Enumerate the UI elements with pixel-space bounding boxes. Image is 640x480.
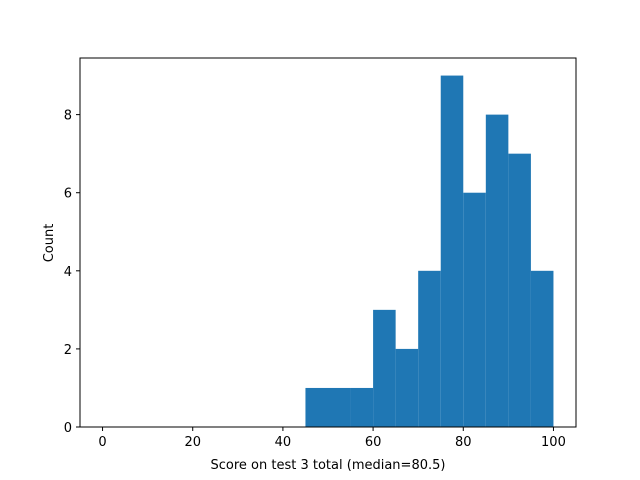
bar: [463, 192, 486, 427]
bar: [350, 387, 374, 427]
bar: [418, 270, 441, 427]
x-tick-label: 60: [365, 435, 382, 450]
bar: [305, 387, 328, 427]
x-axis-label: Score on test 3 total (median=80.5): [211, 458, 446, 473]
bar: [485, 114, 509, 427]
x-tick-label: 20: [184, 435, 201, 450]
bar: [328, 387, 351, 427]
y-tick-label: 4: [64, 265, 72, 280]
y-axis-label: Count: [42, 224, 57, 263]
x-tick-label: 80: [455, 435, 472, 450]
y-tick-label: 8: [64, 109, 72, 124]
x-tick-label: 100: [541, 435, 566, 450]
y-tick-label: 2: [64, 343, 72, 358]
y-tick-label: 0: [64, 421, 72, 436]
bar: [508, 153, 531, 427]
x-tick-label: 40: [275, 435, 292, 450]
x-tick-label: 0: [98, 435, 106, 450]
bar: [440, 75, 464, 428]
plot-frame: [79, 57, 577, 428]
bar: [395, 348, 419, 427]
bar: [373, 309, 396, 427]
bar: [530, 270, 554, 427]
y-tick-label: 6: [64, 187, 72, 202]
